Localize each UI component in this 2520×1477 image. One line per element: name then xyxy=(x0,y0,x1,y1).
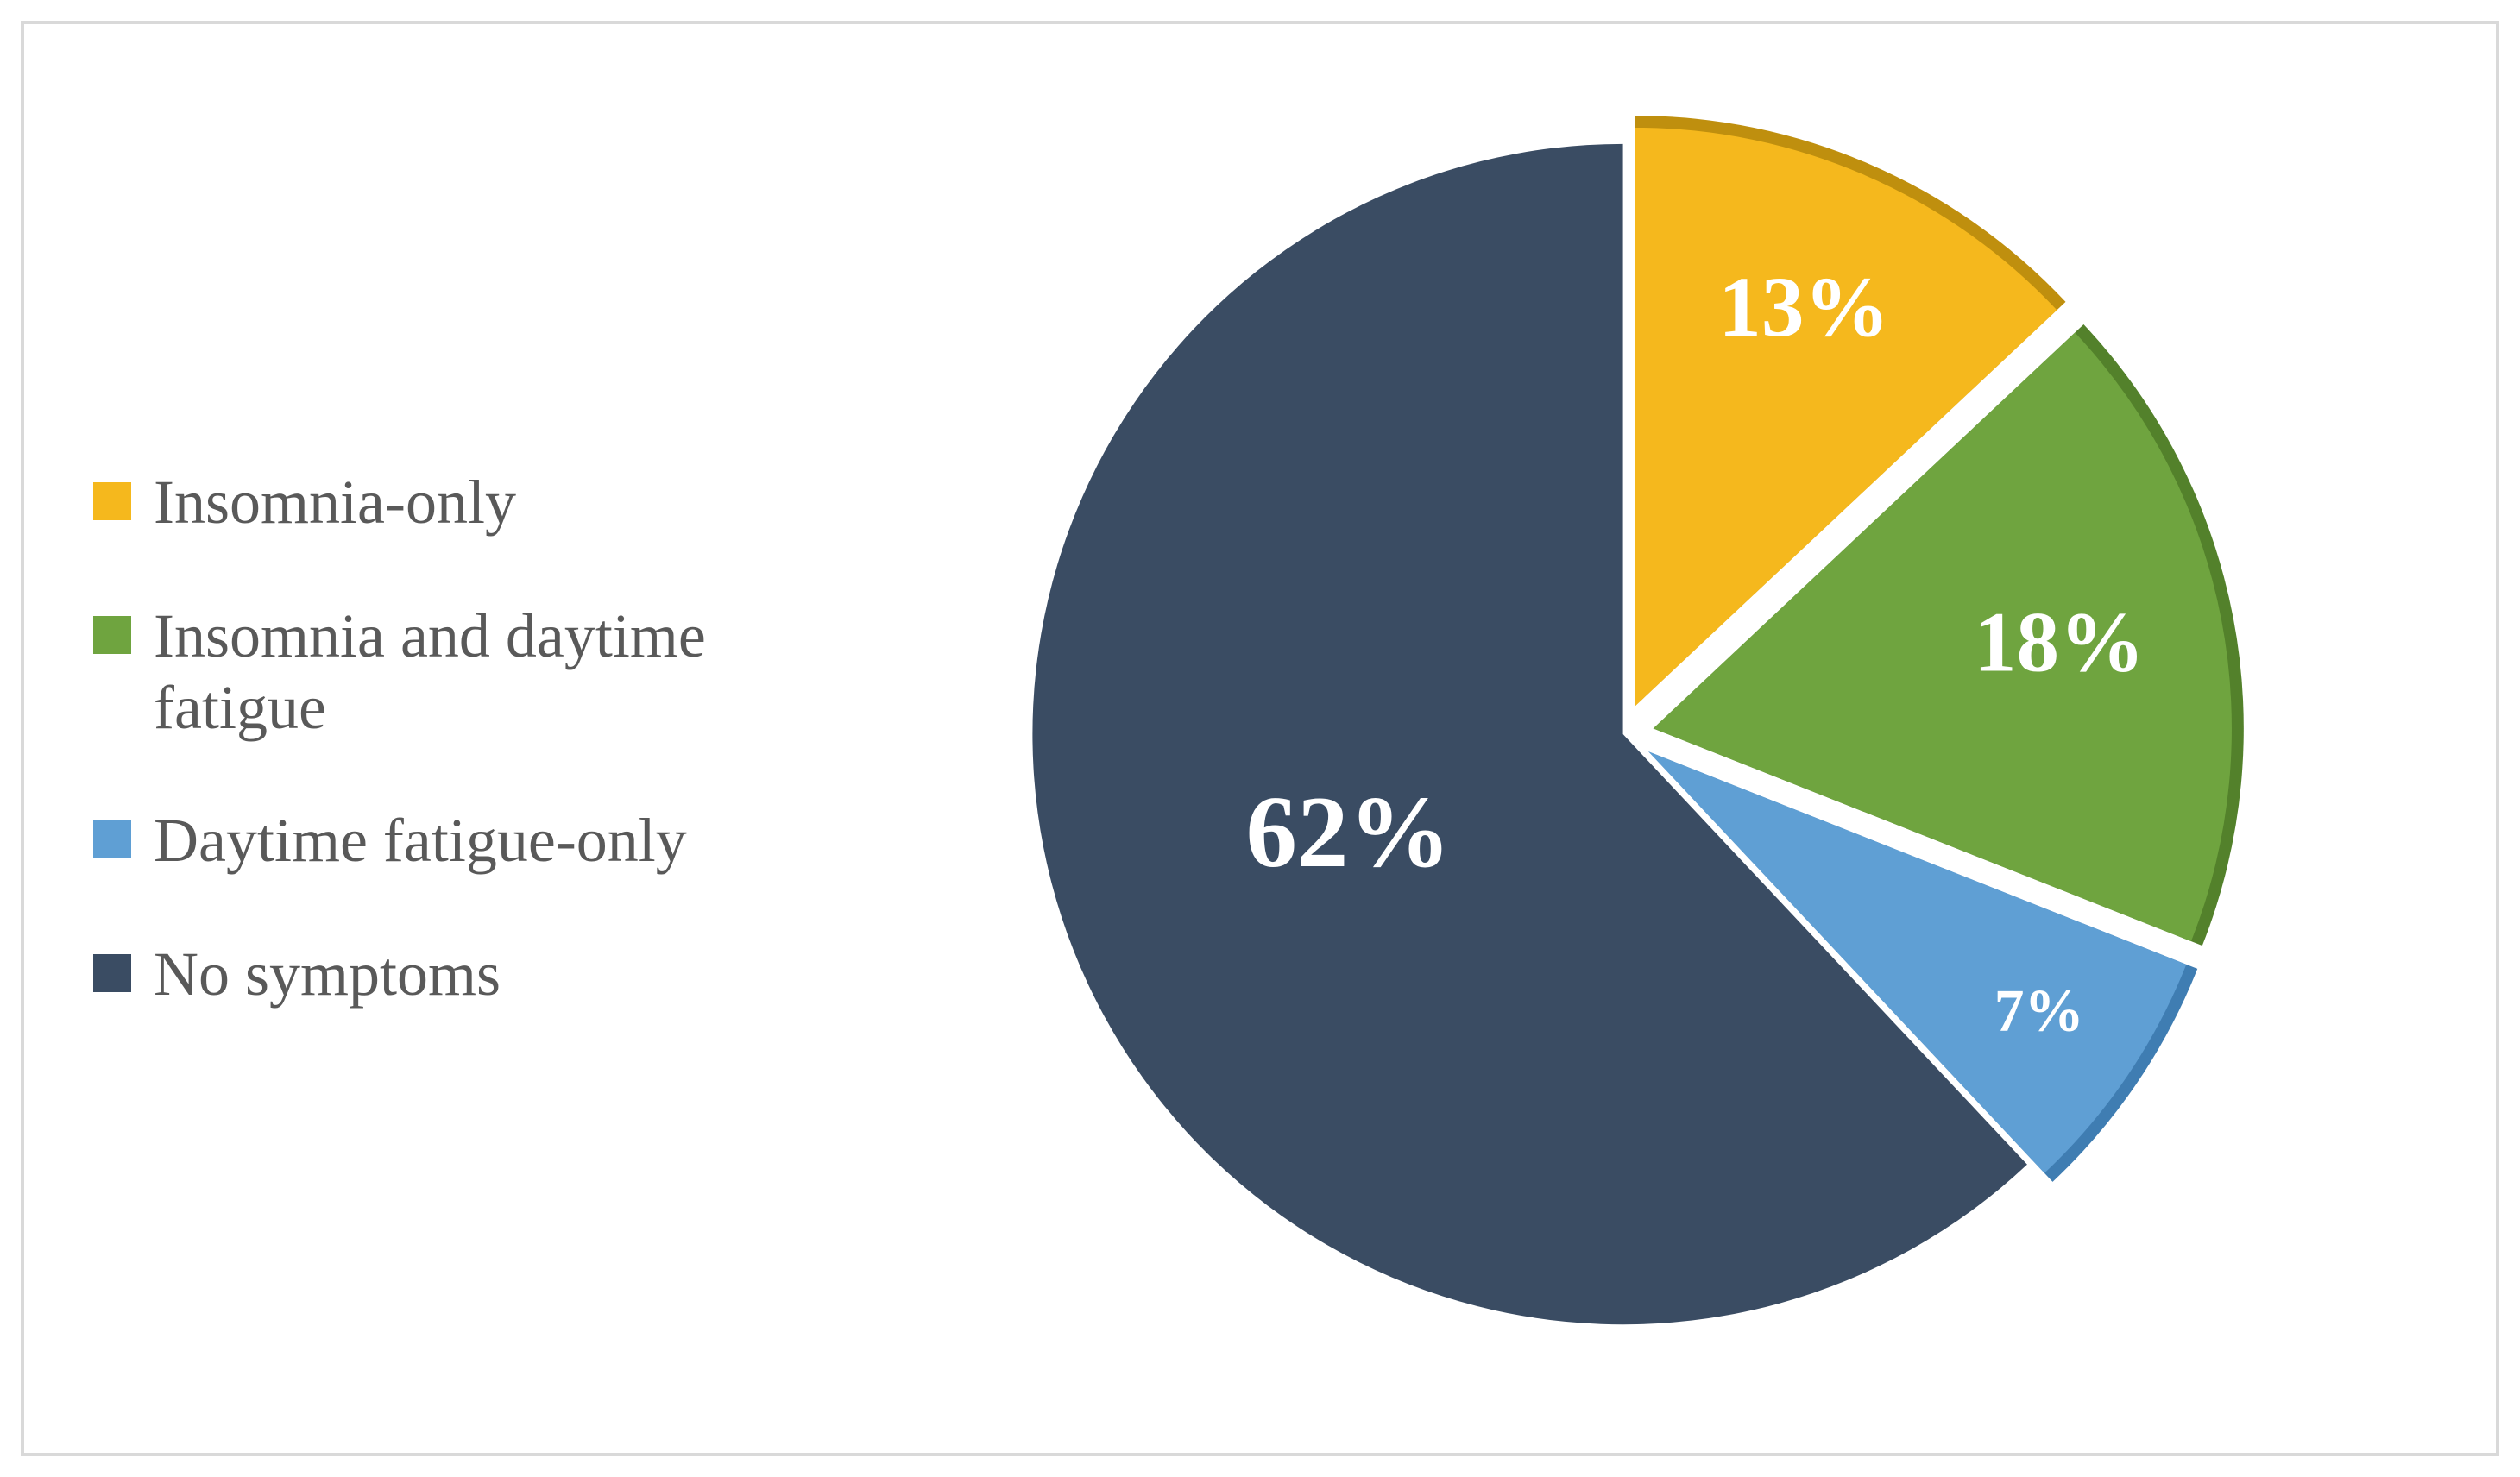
legend-item-no_symptoms: No symptoms xyxy=(93,939,853,1010)
pie-chart: 13% 18% 7% 62% xyxy=(870,24,2496,1444)
slice-label-insomnia_fatigue: 18% xyxy=(1974,595,2145,689)
pie-chart-area: 13% 18% 7% 62% xyxy=(870,24,2496,1453)
chart-frame: Insomnia-only Insomnia and daytime fatigu… xyxy=(21,21,2499,1456)
legend-item-daytime_fatigue_only: Daytime fatigue-only xyxy=(93,805,853,877)
slice-label-insomnia_only: 13% xyxy=(1718,261,1889,355)
legend-label: Insomnia and daytime fatigue xyxy=(154,600,810,744)
legend: Insomnia-only Insomnia and daytime fatigu… xyxy=(24,467,870,1010)
legend-item-insomnia_only: Insomnia-only xyxy=(93,467,853,538)
legend-swatch xyxy=(93,954,131,992)
legend-swatch xyxy=(93,482,131,520)
legend-label: Insomnia-only xyxy=(154,467,516,538)
slice-label-no_symptoms: 62% xyxy=(1246,775,1452,889)
legend-label: Daytime fatigue-only xyxy=(154,805,687,877)
legend-swatch xyxy=(93,616,131,654)
legend-label: No symptoms xyxy=(154,939,501,1010)
slice-label-daytime_fatigue_only: 7% xyxy=(1994,978,2084,1045)
legend-item-insomnia_fatigue: Insomnia and daytime fatigue xyxy=(93,600,853,744)
legend-swatch xyxy=(93,820,131,858)
chart-outer: Insomnia-only Insomnia and daytime fatigu… xyxy=(0,0,2520,1477)
